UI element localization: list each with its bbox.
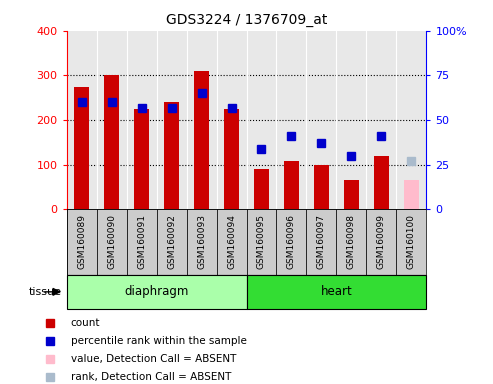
Text: GSM160089: GSM160089	[77, 214, 86, 270]
Bar	[374, 156, 389, 209]
Text: GSM160098: GSM160098	[347, 214, 356, 270]
Text: GSM160096: GSM160096	[287, 214, 296, 270]
Text: diaphragm: diaphragm	[124, 285, 189, 298]
Bar	[186, 209, 216, 275]
Text: value, Detection Call = ABSENT: value, Detection Call = ABSENT	[70, 354, 236, 364]
Text: GSM160094: GSM160094	[227, 215, 236, 269]
Bar	[164, 102, 179, 209]
Bar	[224, 109, 239, 209]
Text: GSM160097: GSM160097	[317, 214, 326, 270]
Bar	[336, 209, 366, 275]
Bar	[216, 209, 246, 275]
Text: GSM160092: GSM160092	[167, 215, 176, 269]
Bar	[254, 169, 269, 209]
Text: percentile rank within the sample: percentile rank within the sample	[70, 336, 246, 346]
Bar	[284, 161, 299, 209]
Text: rank, Detection Call = ABSENT: rank, Detection Call = ABSENT	[70, 371, 231, 382]
Bar	[404, 180, 419, 209]
Bar	[277, 209, 307, 275]
Bar	[157, 209, 186, 275]
Text: GSM160095: GSM160095	[257, 214, 266, 270]
Text: GSM160093: GSM160093	[197, 214, 206, 270]
Bar	[104, 75, 119, 209]
Bar	[396, 209, 426, 275]
Bar	[314, 165, 329, 209]
Text: heart: heart	[320, 285, 352, 298]
Bar	[67, 275, 246, 309]
Bar	[74, 86, 89, 209]
Bar	[366, 209, 396, 275]
Bar	[246, 209, 277, 275]
Bar	[194, 71, 209, 209]
Text: tissue: tissue	[29, 287, 62, 297]
Text: count: count	[70, 318, 100, 328]
Bar	[344, 180, 359, 209]
Bar	[97, 209, 127, 275]
Bar	[246, 275, 426, 309]
Bar	[134, 109, 149, 209]
Text: GSM160099: GSM160099	[377, 214, 386, 270]
Text: GSM160090: GSM160090	[107, 214, 116, 270]
Text: GDS3224 / 1376709_at: GDS3224 / 1376709_at	[166, 13, 327, 27]
Text: GSM160100: GSM160100	[407, 214, 416, 270]
Bar	[67, 209, 97, 275]
Text: GSM160091: GSM160091	[137, 214, 146, 270]
Bar	[307, 209, 336, 275]
Bar	[127, 209, 157, 275]
